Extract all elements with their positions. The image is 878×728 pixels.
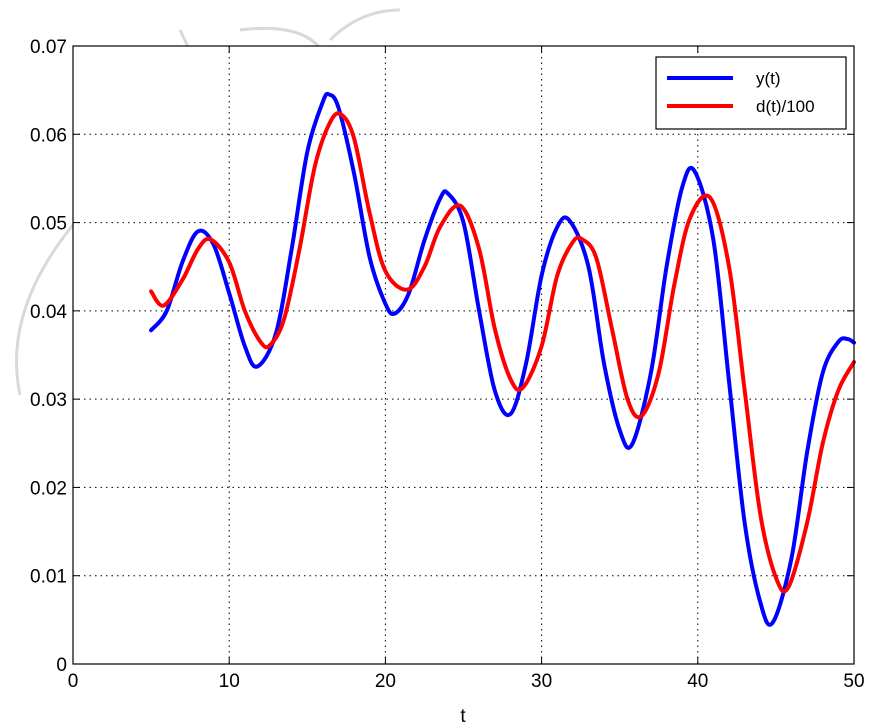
x-tick-label: 40 (687, 671, 708, 692)
y-tick-label: 0.04 (30, 302, 67, 323)
axes-frame (72, 45, 855, 665)
series-lines (149, 91, 856, 627)
plot-area (72, 45, 856, 665)
axis-ticks (72, 45, 855, 665)
y-tick-label: 0.07 (30, 37, 67, 58)
legend-label-d: d(t)/100 (756, 97, 815, 116)
x-axis-label: t (460, 706, 466, 727)
legend-box (655, 56, 847, 130)
legend: y(t) d(t)/100 (655, 56, 847, 130)
x-axis-tick-labels: 0 10 20 30 40 50 (68, 671, 865, 692)
series-line-y (149, 91, 856, 627)
y-axis-tick-labels: 0 0.01 0.02 0.03 0.04 0.05 0.06 0.07 (30, 37, 67, 676)
x-tick-label: 10 (219, 671, 240, 692)
y-tick-label: 0.05 (30, 214, 67, 235)
y-tick-label: 0.02 (30, 478, 67, 499)
y-tick-label: 0 (56, 655, 67, 676)
plot-background (73, 46, 854, 664)
x-tick-label: 50 (843, 671, 864, 692)
series-line-d (149, 111, 856, 594)
x-tick-label: 20 (375, 671, 396, 692)
y-tick-label: 0.06 (30, 125, 67, 146)
x-tick-label: 30 (531, 671, 552, 692)
x-tick-label: 0 (68, 671, 79, 692)
y-tick-label: 0.03 (30, 390, 67, 411)
y-tick-label: 0.01 (30, 567, 67, 588)
legend-label-y: y(t) (756, 69, 781, 88)
